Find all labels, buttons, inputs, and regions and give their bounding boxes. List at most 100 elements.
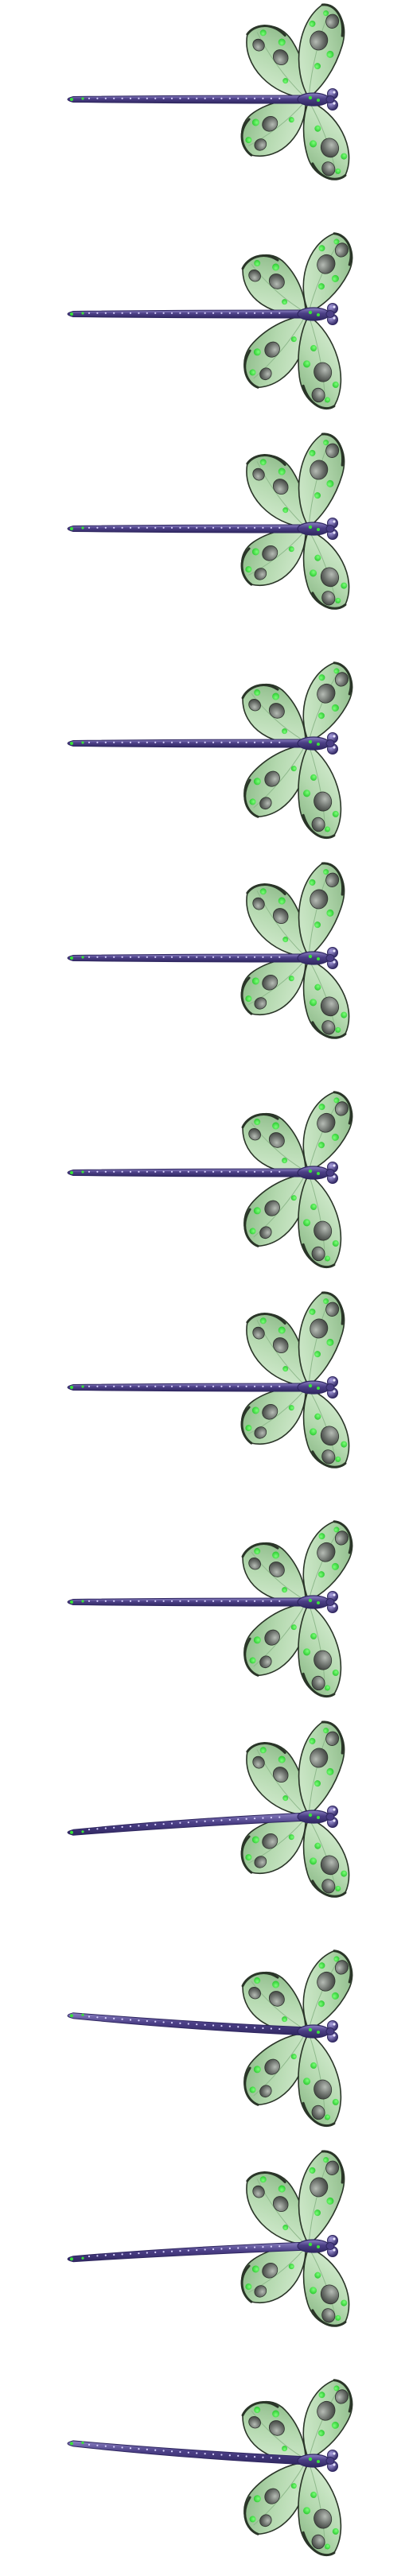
green-spot bbox=[303, 1219, 311, 1227]
abdomen-segment bbox=[96, 526, 99, 529]
wing bbox=[302, 232, 353, 314]
abdomen-segment bbox=[253, 312, 256, 314]
grey-spot bbox=[313, 2508, 333, 2529]
green-spot bbox=[249, 2516, 256, 2523]
dragonfly-frame-10 bbox=[67, 1949, 353, 2128]
thorax-spot bbox=[308, 2242, 313, 2247]
abdomen-segment bbox=[162, 2021, 165, 2023]
wing bbox=[246, 1313, 307, 1387]
wing-edge bbox=[302, 2101, 336, 2128]
wing-vein bbox=[256, 1320, 306, 1387]
abdomen-segment bbox=[245, 1170, 247, 1173]
wing-edge bbox=[311, 1450, 347, 1468]
grey-spot bbox=[259, 1226, 272, 1240]
abdomen-segment bbox=[270, 526, 272, 529]
thorax bbox=[297, 1380, 330, 1395]
wing-vein bbox=[256, 890, 306, 957]
tail-spot bbox=[81, 2013, 84, 2016]
abdomen-segment bbox=[96, 1600, 99, 1602]
abdomen-segment bbox=[187, 1600, 189, 1602]
eye-highlight bbox=[333, 1164, 336, 1167]
grey-spot bbox=[313, 791, 333, 812]
grey-spot bbox=[321, 1879, 336, 1894]
eye-highlight bbox=[333, 1808, 336, 1811]
green-spot bbox=[335, 168, 341, 174]
grey-spot bbox=[252, 897, 265, 910]
wing-edge bbox=[333, 1091, 352, 1125]
abdomen-segment bbox=[245, 2246, 247, 2249]
green-spot bbox=[282, 1587, 288, 1593]
abdomen-segment bbox=[245, 956, 247, 958]
abdomen-segment bbox=[212, 97, 215, 99]
abdomen bbox=[67, 524, 310, 533]
grey-spot bbox=[262, 1833, 278, 1849]
abdomen-segment bbox=[220, 1600, 223, 1602]
abdomen-segment bbox=[88, 97, 91, 99]
thorax-spot bbox=[308, 1598, 313, 1603]
abdomen-segment bbox=[270, 312, 272, 314]
green-spot bbox=[288, 976, 294, 982]
eye-highlight bbox=[333, 531, 336, 534]
eye-highlight bbox=[333, 949, 336, 952]
abdomen-segment bbox=[196, 1385, 198, 1387]
green-spot bbox=[278, 2185, 286, 2193]
wing-edge bbox=[243, 349, 259, 389]
abdomen-segment bbox=[121, 2446, 123, 2449]
abdomen-segment bbox=[237, 1818, 239, 1821]
green-spot bbox=[251, 548, 259, 556]
grey-spot bbox=[259, 2085, 272, 2098]
abdomen-segment bbox=[220, 2454, 223, 2456]
abdomen-segment bbox=[212, 1170, 215, 1173]
abdomen-segment bbox=[96, 1828, 99, 1830]
abdomen-segment bbox=[237, 97, 239, 99]
abdomen-segment bbox=[88, 2015, 91, 2018]
abdomen-segment bbox=[170, 526, 173, 529]
grey-spot bbox=[264, 341, 280, 358]
wing bbox=[302, 958, 350, 1039]
green-spot bbox=[335, 1885, 341, 1891]
grey-spot bbox=[248, 1557, 261, 1570]
abdomen-segment bbox=[121, 312, 123, 314]
abdomen-segment bbox=[220, 741, 223, 743]
abdomen bbox=[67, 953, 310, 963]
abdomen-segment bbox=[278, 1170, 281, 1173]
abdomen-segment bbox=[129, 1600, 132, 1602]
green-spot bbox=[282, 1366, 289, 1372]
wing bbox=[302, 99, 350, 180]
abdomen-segment bbox=[113, 2253, 115, 2256]
green-spot bbox=[249, 798, 256, 805]
abdomen-segment bbox=[179, 956, 181, 958]
wing-vein bbox=[251, 692, 306, 743]
grey-spot bbox=[334, 2389, 349, 2404]
grey-spot bbox=[272, 49, 289, 66]
abdomen-segment bbox=[96, 1170, 99, 1173]
grey-spot bbox=[259, 1655, 272, 1669]
abdomen-segment bbox=[121, 1825, 123, 1829]
thorax-spot bbox=[317, 99, 320, 102]
wing-vein bbox=[253, 1174, 306, 1238]
abdomen-segment bbox=[162, 312, 165, 314]
wing-edge bbox=[321, 3, 345, 37]
abdomen-segment bbox=[187, 1385, 189, 1387]
green-spot bbox=[310, 2287, 317, 2295]
abdomen-segment bbox=[196, 526, 198, 529]
tail-tip-spot bbox=[70, 956, 73, 960]
grey-spot bbox=[325, 1731, 340, 1746]
wing-vein bbox=[253, 744, 306, 809]
green-spot bbox=[303, 1648, 311, 1656]
abdomen-segment bbox=[262, 1600, 264, 1602]
green-spot bbox=[253, 2066, 261, 2074]
wing bbox=[302, 1091, 353, 1173]
abdomen-segment bbox=[96, 97, 99, 99]
green-spot bbox=[282, 937, 289, 943]
green-spot bbox=[332, 1669, 339, 1676]
dragonfly-frame-2 bbox=[67, 232, 353, 410]
wing-vein bbox=[256, 1749, 306, 1816]
abdomen-segment bbox=[162, 741, 165, 743]
green-spot bbox=[290, 336, 297, 343]
green-spot bbox=[249, 2086, 256, 2093]
dragonfly-frame-8 bbox=[67, 1520, 353, 1698]
abdomen-segment bbox=[179, 526, 181, 529]
wing-edge bbox=[240, 2264, 253, 2303]
abdomen-segment bbox=[170, 2250, 173, 2252]
